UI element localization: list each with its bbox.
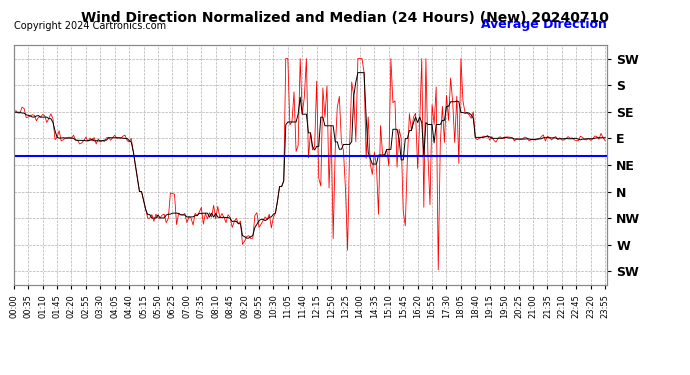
Text: Wind Direction Normalized and Median (24 Hours) (New) 20240710: Wind Direction Normalized and Median (24… <box>81 11 609 25</box>
Text: Copyright 2024 Cartronics.com: Copyright 2024 Cartronics.com <box>14 21 166 31</box>
Text: Average Direction: Average Direction <box>482 18 607 31</box>
